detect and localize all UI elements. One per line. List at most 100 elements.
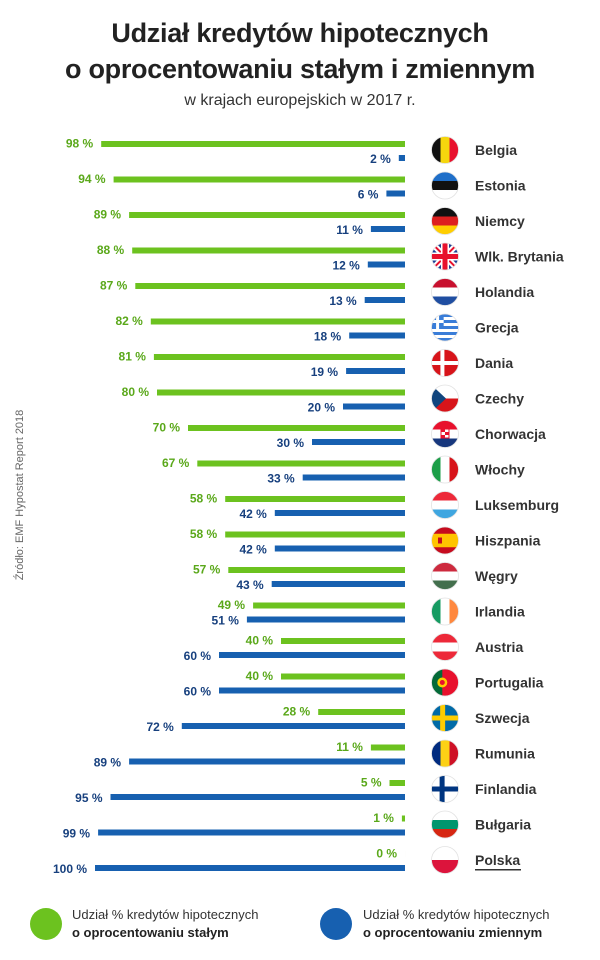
legend-fixed-swatch [30,908,62,940]
chart-row: 82 % 18 % Grecja [115,313,519,344]
data-label-fixed: 40 % [246,669,274,683]
bar-fixed [113,176,405,183]
data-label-fixed: 87 % [100,279,128,293]
legend-fixed-line-1: Udział % kredytów hipotecznych [72,907,259,922]
data-label-fixed: 94 % [78,172,106,186]
category-label: Belgia [475,142,517,158]
bar-variable [386,190,405,197]
data-label-variable: 42 % [239,507,267,521]
data-label-variable: 72 % [146,720,174,734]
bar-fixed [401,815,405,822]
chart-row: 49 % 51 % Irlandia [212,597,525,628]
data-label-fixed: 11 % [336,740,363,754]
bar-variable [95,865,405,871]
bar-variable [343,403,405,410]
bar-variable [312,439,405,445]
italy-flag-icon [431,455,459,484]
data-label-fixed: 89 % [94,208,122,222]
data-label-fixed: 5 % [361,776,382,790]
chart-row: 40 % 60 % Austria [184,633,523,663]
poland-flag-icon [431,846,459,874]
bar-variable [370,226,405,232]
chart-row: 40 % 60 % Portugalia [184,668,544,699]
ireland-flag-icon [431,597,459,626]
data-label-fixed: 28 % [283,705,311,719]
bar-variable [274,510,405,516]
bar-fixed [157,389,405,396]
data-label-fixed: 57 % [193,563,221,577]
data-label-variable: 95 % [75,791,103,805]
chart-title-line-1: Udział kredytów hipotecznych [111,18,489,48]
data-label-variable: 2 % [370,152,391,166]
category-label: Czechy [475,391,524,407]
belgium-flag-icon [431,136,459,164]
bar-variable [219,652,405,658]
chart-row: 58 % 42 % Luksemburg [190,491,559,521]
data-label-variable: 33 % [267,472,295,486]
category-label: Węgry [475,568,518,584]
data-label-variable: 6 % [358,188,379,202]
category-label: Szwecja [475,710,530,726]
chart-row: 0 % 100 % Polska [53,846,521,876]
category-label: Dania [475,355,513,371]
chart-row: 67 % 33 % Włochy [162,455,525,486]
luxembourg-flag-icon [431,491,459,519]
data-label-variable: 51 % [212,614,240,628]
data-label-fixed: 40 % [246,634,274,648]
highlight-underline [475,869,521,871]
bar-fixed [197,460,405,467]
category-label: Portugalia [475,675,544,691]
bar-fixed [225,496,405,502]
chart-row: 11 % 89 % Rumunia [94,739,535,770]
chart-row: 98 % 2 % Belgia [66,136,517,166]
chart-row: 57 % 43 % Węgry [193,562,518,592]
legend-variable-line-1: Udział % kredytów hipotecznych [363,907,550,922]
chart-row: 89 % 11 % Niemcy [94,207,525,237]
bar-fixed [188,425,405,431]
chart-subtitle: w krajach europejskich w 2017 r. [184,92,416,109]
data-label-fixed: 58 % [190,527,218,541]
bar-variable [302,474,405,481]
bar-fixed [253,602,405,609]
austria-flag-icon [431,633,459,661]
bar-variable [110,794,405,800]
category-label: Bułgaria [475,817,531,833]
bar-fixed [153,354,405,360]
data-label-variable: 100 % [53,862,87,876]
germany-flag-icon [431,207,459,235]
bar-variable [246,616,405,623]
bar-fixed [135,283,406,289]
romania-flag-icon [431,739,459,768]
estonia-flag-icon [431,171,459,200]
bar-variable [349,332,405,339]
bar-fixed [132,247,405,254]
category-label: Finlandia [475,781,537,797]
sweden-flag-icon [431,704,459,732]
category-label: Hiszpania [475,533,541,549]
bar-variable [398,155,405,161]
data-label-fixed: 70 % [153,421,181,435]
data-label-fixed: 81 % [119,350,147,364]
chart-row: 28 % 72 % Szwecja [146,704,530,734]
data-label-fixed: 67 % [162,456,190,470]
bar-fixed [101,141,405,147]
chart-row: 87 % 13 % Holandia [100,278,534,308]
data-label-variable: 20 % [308,401,336,415]
legend-variable-label: Udział % kredytów hipotecznych o oprocen… [363,906,549,942]
chart-row: 5 % 95 % Finlandia [75,775,537,805]
category-label: Wlk. Brytania [475,249,564,265]
data-label-variable: 60 % [184,649,212,663]
data-label-variable: 11 % [336,223,363,237]
chart-row: 88 % 12 % Wlk. Brytania [97,242,564,273]
bar-variable [219,687,405,694]
legend-variable-line-2: o oprocentowaniu zmiennym [363,925,543,940]
chart-row: 70 % 30 % Chorwacja [153,420,546,450]
category-label: Niemcy [475,213,525,229]
bar-fixed [281,673,405,680]
bar-fixed [129,212,405,218]
hungary-flag-icon [431,562,459,590]
category-label: Grecja [475,320,519,336]
legend-fixed-line-2: o oprocentowaniu stałym [72,925,229,940]
bar-variable [364,297,405,303]
